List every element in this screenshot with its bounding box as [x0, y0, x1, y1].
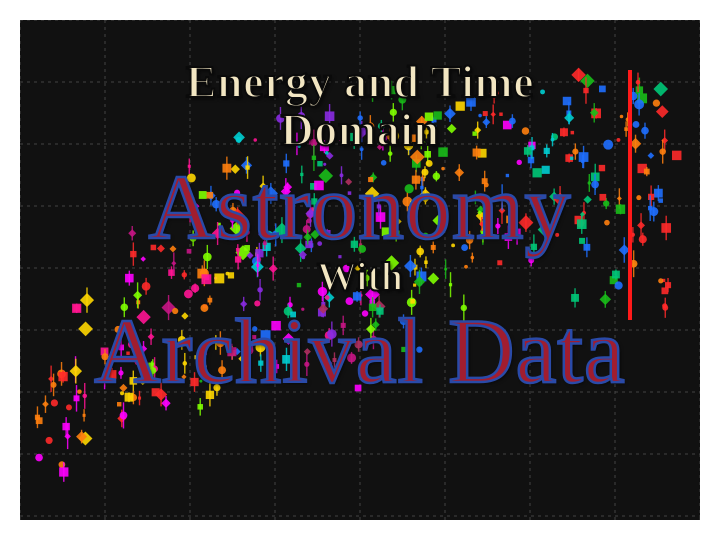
background-plot: [20, 20, 700, 520]
scatter-svg: [20, 20, 700, 520]
title-slide: Energy and Time Domain Astronomy With Ar…: [0, 0, 720, 540]
